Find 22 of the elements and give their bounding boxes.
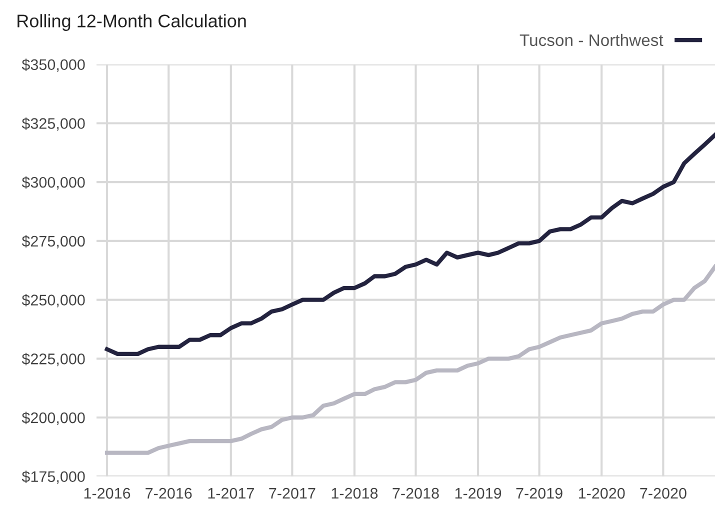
y-tick-label: $250,000 [22, 294, 85, 308]
y-tick-label: $225,000 [22, 352, 85, 366]
x-tick-label: 1-2018 [332, 488, 378, 499]
x-tick-label: 1-2016 [84, 488, 130, 499]
line-series [104, 132, 715, 356]
chart-title: Rolling 12-Month Calculation [18, 14, 246, 31]
x-tick-label: 7-2020 [640, 488, 686, 499]
y-tick-label: $350,000 [22, 58, 85, 72]
x-tick-label: 1-2017 [208, 488, 254, 499]
x-tick-label: 7-2018 [392, 488, 439, 499]
y-tick-label: $300,000 [22, 176, 85, 190]
y-tick-label: $325,000 [22, 117, 85, 131]
x-tick-label: 7-2017 [269, 488, 316, 499]
y-tick-label: $175,000 [22, 470, 85, 484]
line-series [104, 264, 715, 455]
x-tick-label: 7-2019 [516, 488, 562, 499]
y-tick-label: $200,000 [22, 412, 85, 426]
x-tick-label: 1-2019 [455, 488, 502, 499]
legend-label: Tucson - Northwest [520, 34, 664, 46]
y-tick-label: $275,000 [22, 235, 85, 248]
x-tick-label: 7-2016 [146, 488, 192, 499]
x-tick-label: 1-2020 [578, 488, 625, 499]
